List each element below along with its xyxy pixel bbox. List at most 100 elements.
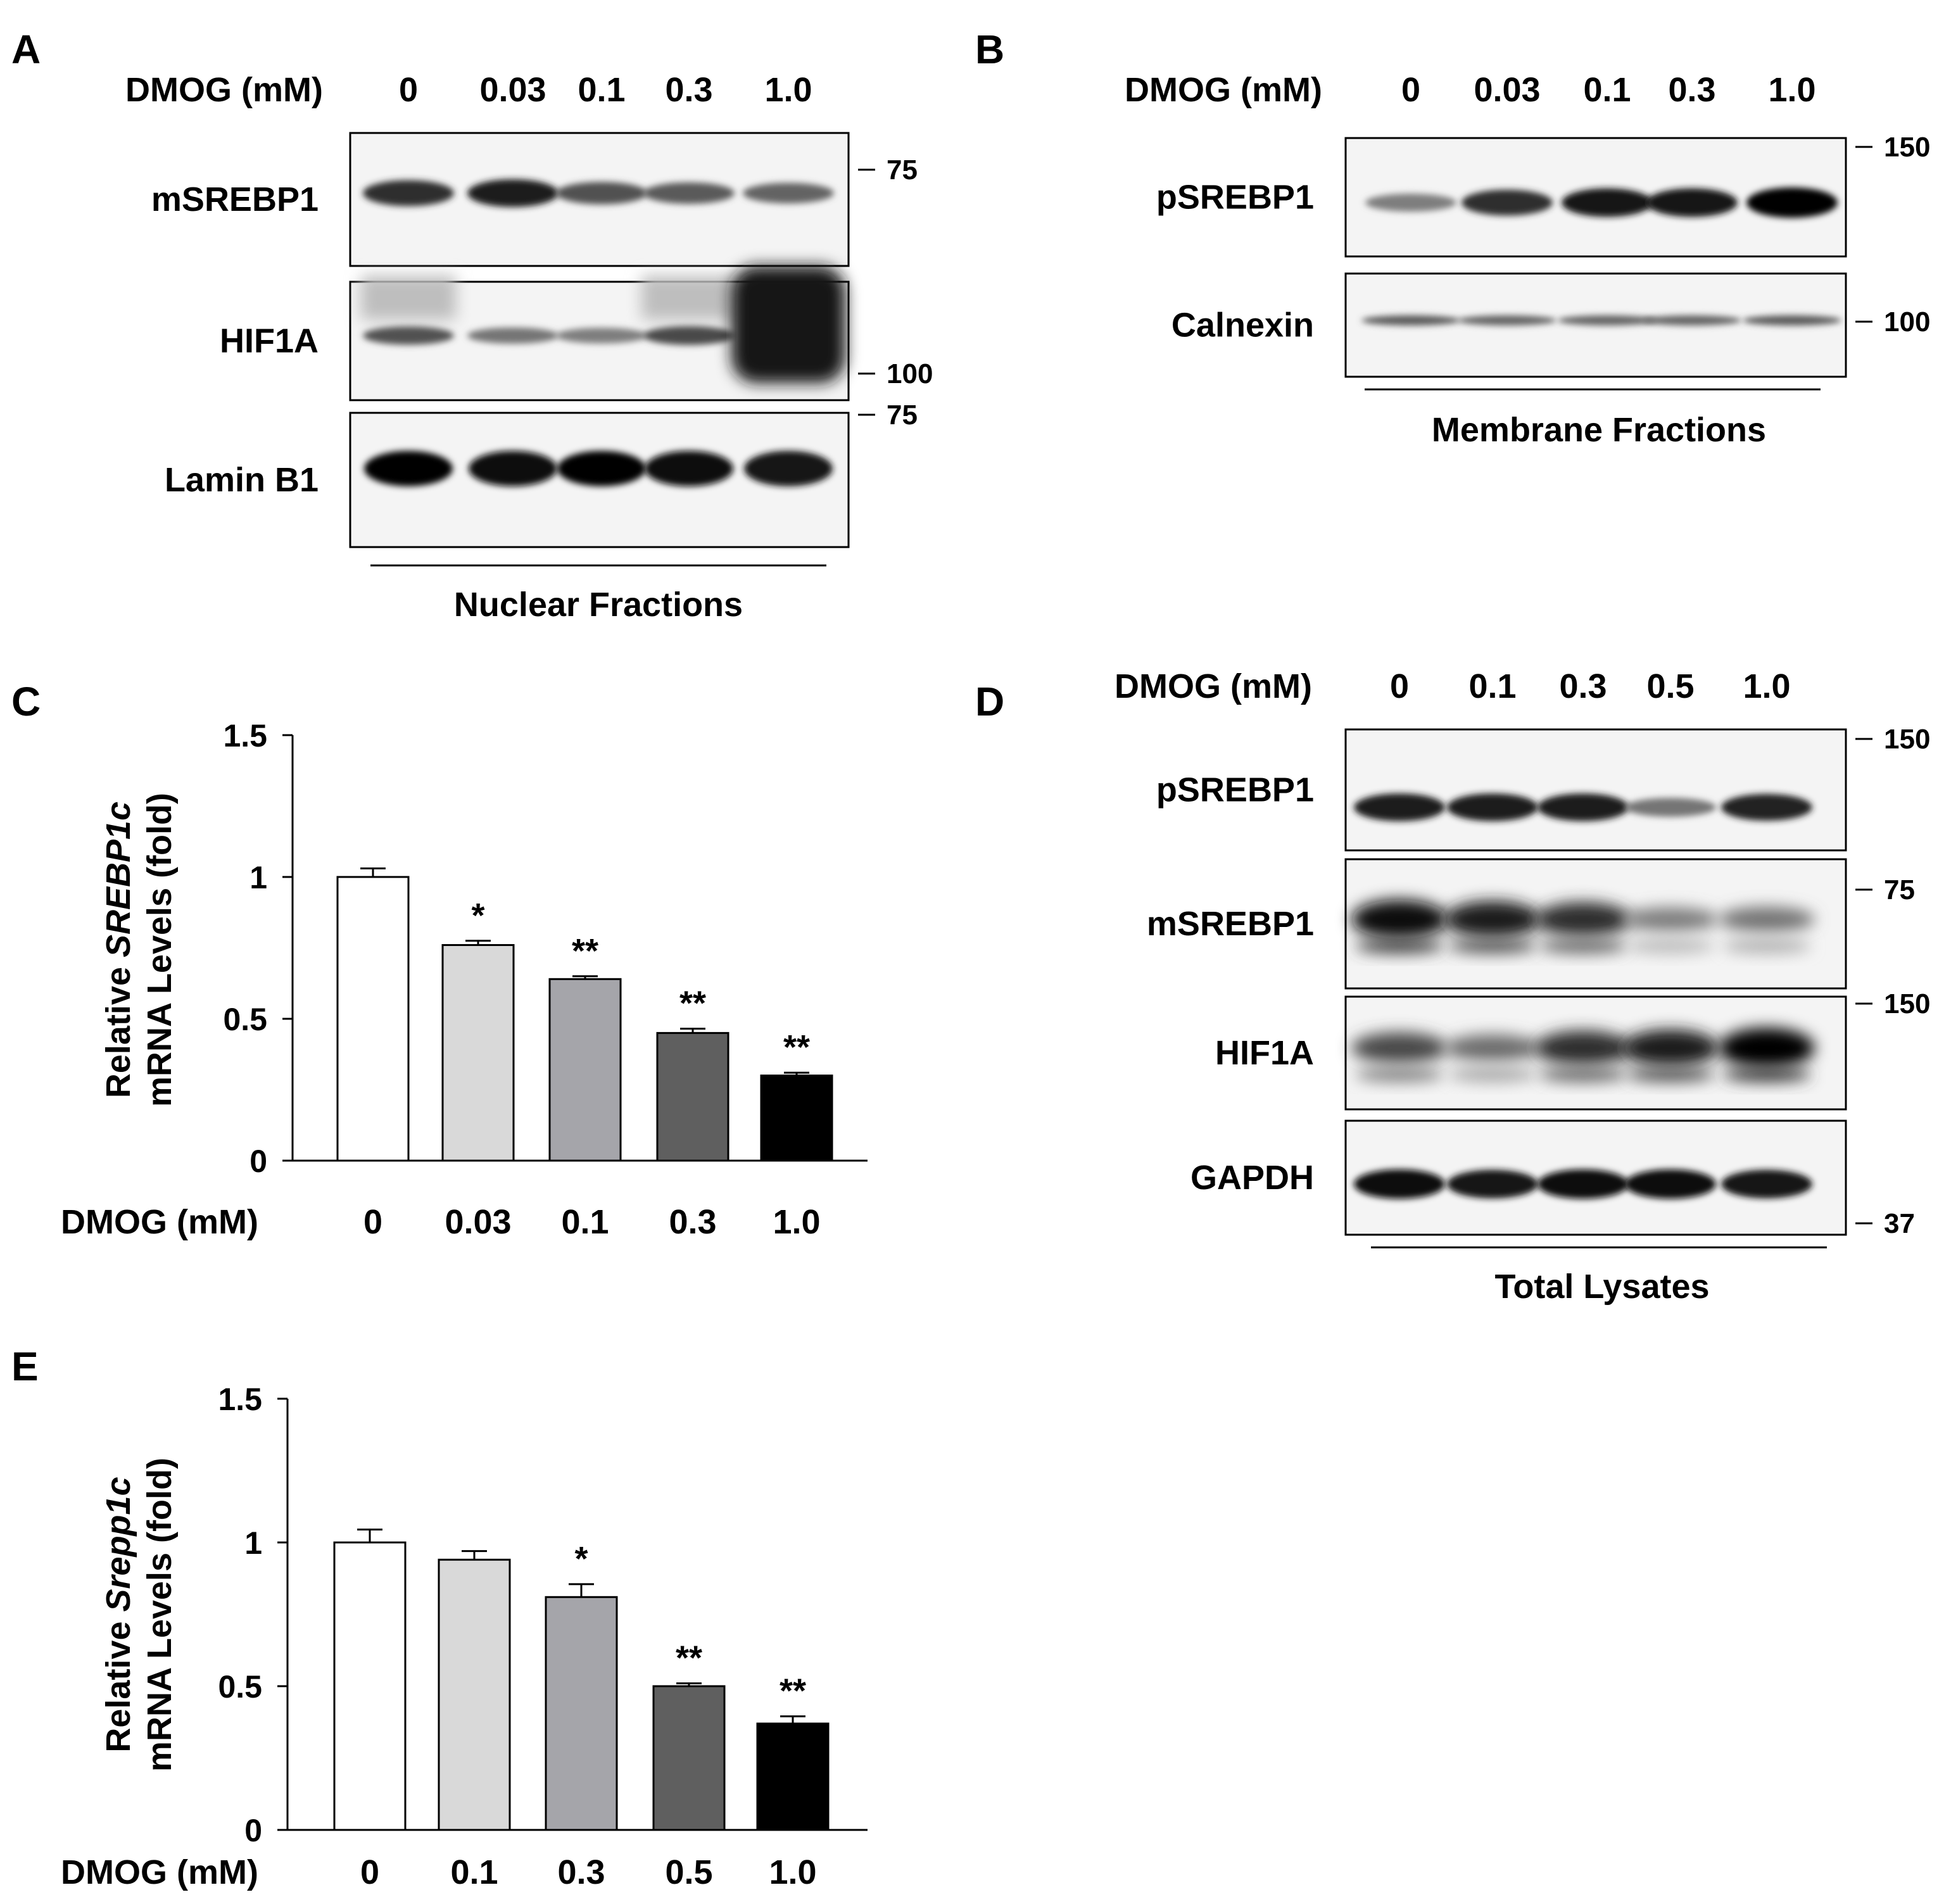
lane-label: 0.1 [1583,71,1631,109]
lane-label: 0.03 [479,71,546,109]
lane-label: 0 [1390,667,1409,705]
bar [548,978,622,1162]
mw-marker-label: 75 [887,154,918,186]
blot-band [1626,938,1715,954]
panel-label-b: B [975,27,1004,72]
blot-band [364,451,453,486]
x-category-label: 0 [363,1203,382,1241]
blot-band [1458,315,1556,325]
lane-label: 0.5 [1646,667,1694,705]
bar [333,1541,407,1831]
y-tick-label: 0 [244,1813,262,1848]
mw-marker-label: 75 [1884,874,1915,905]
lane-label: 0.1 [578,71,625,109]
protein-label: GAPDH [1190,1159,1314,1197]
blot-band [744,451,833,486]
blot-band [1462,189,1553,216]
y-tick-label: 0.5 [218,1669,262,1705]
blot-band [743,182,834,204]
blot-band [1643,315,1741,325]
lane-label: 0.1 [1468,667,1516,705]
y-tick-label: 1 [244,1525,262,1561]
panel-a-western-blot: A DMOG (mM) 0 0.03 0.1 0.3 1.0 mSREBP1 75 HIF1A 10… [11,27,933,624]
fraction-label: Total Lysates [1494,1268,1709,1306]
lane-label: 0.03 [1474,71,1540,109]
blot-band [1626,1067,1715,1082]
blot-band [1722,1067,1811,1082]
bar [656,1031,729,1162]
mw-marker-label: 37 [1884,1208,1915,1239]
panel-label-a: A [11,27,41,72]
blot-band [1355,1067,1444,1082]
bar [545,1596,618,1831]
significance-marker: ** [780,1672,806,1710]
x-category-label: 0.03 [445,1203,511,1241]
y-axis-label-prefix: Relative [99,957,137,1098]
blot-band [361,275,456,320]
panel-d-western-blot: D DMOG (mM) 0 0.1 0.3 0.5 1.0pSREBP1150mSREBP1… [975,667,1930,1306]
x-category-label: 0.1 [561,1203,609,1241]
blot-band [1365,193,1456,212]
y-axis-label-gene: Srepp1c [99,1477,137,1611]
blot-band [1447,1170,1538,1199]
bar [336,876,410,1162]
lane-label: 0.3 [1668,71,1715,109]
protein-label: pSREBP1 [1156,179,1314,217]
blot-band [557,451,646,486]
blot-band [1448,938,1537,954]
lane-label: 0 [399,71,418,109]
x-axis-label: DMOG (mM) [61,1853,258,1891]
mw-marker-label: 150 [1884,988,1930,1019]
blot-band [1743,315,1841,325]
y-axis-label: Relative Srepp1c [99,1477,137,1752]
blot-band [1444,1034,1541,1062]
protein-label: mSREBP1 [1147,905,1314,943]
blot-band [556,182,647,205]
blot-band [1535,902,1631,937]
x-axis-label: DMOG (mM) [61,1203,258,1241]
mw-marker-label: 100 [1884,306,1930,337]
y-axis-label-gene: SREBP1c [99,802,137,957]
x-category-label: 0.3 [557,1853,605,1891]
y-axis-label-line2: mRNA Levels (fold) [141,793,179,1107]
lane-label: 1.0 [1743,667,1790,705]
protein-label: Calnexin [1171,306,1314,344]
blot-msrebp1: mSREBP1 75 [151,132,918,267]
bar [441,944,515,1162]
blot-membrane [1344,728,1847,852]
dmog-header-label: DMOG (mM) [1125,71,1322,109]
panel-label-d: D [975,679,1004,724]
blot-band [1354,793,1445,821]
blot-band [1622,907,1719,932]
mw-marker-label: 150 [1884,132,1930,163]
blot-band [1447,793,1538,821]
panel-label-e: E [11,1344,39,1389]
blot-hif1a: HIF1A 150 [1215,988,1930,1111]
y-axis-label-line2: mRNA Levels (fold) [141,1458,179,1772]
panel-label-c: C [11,679,41,724]
x-category-label: 0 [360,1853,379,1891]
fraction-label: Nuclear Fractions [454,586,743,624]
blot-band [643,326,735,345]
x-category-label: 0.3 [669,1203,716,1241]
significance-marker: * [574,1540,588,1578]
blot-band [1746,187,1838,218]
blot-band [1722,938,1811,954]
blot-band [1625,1169,1716,1199]
blot-band [1444,900,1541,938]
y-tick-label: 1 [249,860,267,895]
panel-e-bar-chart: E 0 0.5 1 1.5 Relative Srepp1c mRNA Levels (fo… [11,1344,868,1891]
x-category-label: 1.0 [773,1203,820,1241]
blot-band [1537,1169,1629,1199]
blot-band [1355,938,1444,954]
blot-band [1535,1030,1631,1066]
blot-band [1361,315,1460,325]
blot-calnexin: Calnexin 100 [1171,272,1930,378]
mw-marker-label: 75 [887,400,918,431]
x-category-label: 0.1 [450,1853,498,1891]
blot-band [1646,188,1738,217]
protein-label: HIF1A [1215,1034,1314,1072]
blot-psrebp1: pSREBP1 150 [1156,724,1930,852]
blot-band [1351,899,1448,940]
